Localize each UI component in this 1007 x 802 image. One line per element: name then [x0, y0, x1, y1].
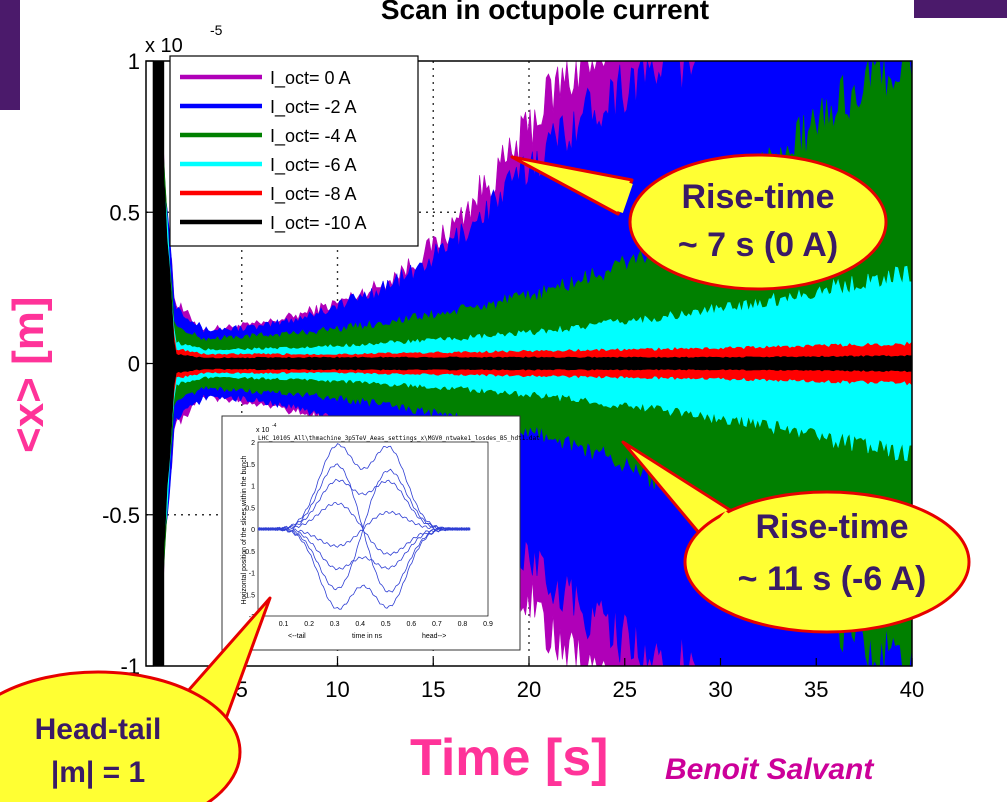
inset-ylabel: Horizontal position of the slices within… — [241, 455, 248, 604]
inset-curves — [257, 443, 471, 610]
inset-y-tick-label: -1.5 — [243, 592, 255, 599]
inset-y-tick-label: 0 — [251, 527, 255, 534]
inset-x-tick-label: 0.9 — [483, 621, 493, 628]
callout-risetime-6A-line2: ~ 11 s (-6 A) — [738, 560, 927, 598]
inset-x-tick-label: 0.2 — [304, 621, 314, 628]
initial-transient — [152, 61, 165, 666]
inset-curve — [258, 527, 471, 610]
x-tick-label: 30 — [708, 677, 732, 702]
x-tick-label: 10 — [325, 677, 349, 702]
legend-label: I_oct= -6 A — [270, 155, 357, 176]
inset-x-tick-label: 0.8 — [458, 621, 468, 628]
x-tick-label: 20 — [517, 677, 541, 702]
y-multiplier-exponent: -5 — [210, 22, 223, 38]
y-axis-label: <x> [m] — [4, 296, 53, 454]
x-tick-label: 15 — [421, 677, 445, 702]
x-tick-label: 35 — [804, 677, 828, 702]
inset-title: LHC_10105_All\thmachine_3p5TeV_Aeas_sett… — [258, 435, 540, 442]
inset-y-multiplier-exp: -4 — [272, 423, 277, 429]
inset-y-tick-label: 2 — [251, 440, 255, 447]
y-multiplier-label: x 10 — [145, 35, 183, 57]
y-tick-label: 1 — [128, 49, 140, 74]
slide-accent-bar-left — [0, 0, 20, 110]
inset-y-multiplier: x 10 — [256, 427, 269, 434]
x-axis-label: Time [s] — [410, 729, 609, 787]
y-tick-label: 0.5 — [109, 200, 140, 225]
callout-headtail-line1: Head-tail — [35, 713, 162, 746]
callout-risetime-6A: Rise-time ~ 11 s (-6 A) — [621, 440, 971, 634]
y-tick-label: -0.5 — [102, 503, 140, 528]
callout-risetime-0A: Rise-time ~ 7 s (0 A) — [510, 153, 888, 291]
inset-curve — [257, 468, 471, 591]
inset-xlabel-head: head--> — [422, 633, 446, 640]
legend: I_oct= 0 A I_oct= -2 A I_oct= -4 A I_oct= -… — [169, 55, 419, 247]
x-tick-label: 40 — [900, 677, 924, 702]
inset-x-tick-label: 0.1 — [279, 621, 289, 628]
inset-y-tick-label: -0.5 — [243, 549, 255, 556]
inset-xlabel-tail: <--tail — [288, 633, 306, 640]
y-tick-label: 0 — [128, 352, 140, 377]
inset-xlabel-time: time in ns — [352, 633, 382, 640]
inset-x-tick-label: 0.6 — [406, 621, 416, 628]
inset-x-tick-label: 0.5 — [381, 621, 391, 628]
legend-label: I_oct= -8 A — [270, 184, 357, 205]
slide-accent-bar-right — [914, 0, 1007, 18]
inset-x-tick-label: 0.3 — [330, 621, 340, 628]
inset-x-tick-label: 0.7 — [432, 621, 442, 628]
inset-y-tick-label: -1 — [249, 571, 255, 578]
legend-label: I_oct= -2 A — [270, 97, 357, 118]
author-credit: Benoit Salvant — [665, 753, 874, 786]
inset-y-tick-label: 0.5 — [245, 505, 255, 512]
inset-y-tick-label: 1 — [251, 484, 255, 491]
callout-headtail-line2: |m| = 1 — [51, 756, 145, 789]
slide-title: Scan in octupole current — [380, 0, 710, 25]
inset-y-tick-label: 1.5 — [245, 462, 255, 469]
inset-curve — [257, 527, 471, 571]
callout-risetime-6A-line1: Rise-time — [755, 508, 908, 546]
legend-label: I_oct= -10 A — [270, 213, 367, 234]
inset-curve — [257, 443, 471, 531]
inset-plot: LHC_10105_All\thmachine_3p5TeV_Aeas_sett… — [221, 415, 540, 651]
legend-label: I_oct= 0 A — [270, 68, 351, 89]
callout-headtail: Head-tail |m| = 1 — [0, 596, 272, 802]
inset-curve — [257, 502, 471, 556]
callout-risetime-0A-line2: ~ 7 s (0 A) — [678, 226, 838, 264]
inset-x-tick-label: 0.4 — [355, 621, 365, 628]
x-tick-label: 25 — [613, 677, 637, 702]
callout-risetime-0A-line1: Rise-time — [681, 178, 834, 216]
legend-label: I_oct= -4 A — [270, 126, 357, 147]
